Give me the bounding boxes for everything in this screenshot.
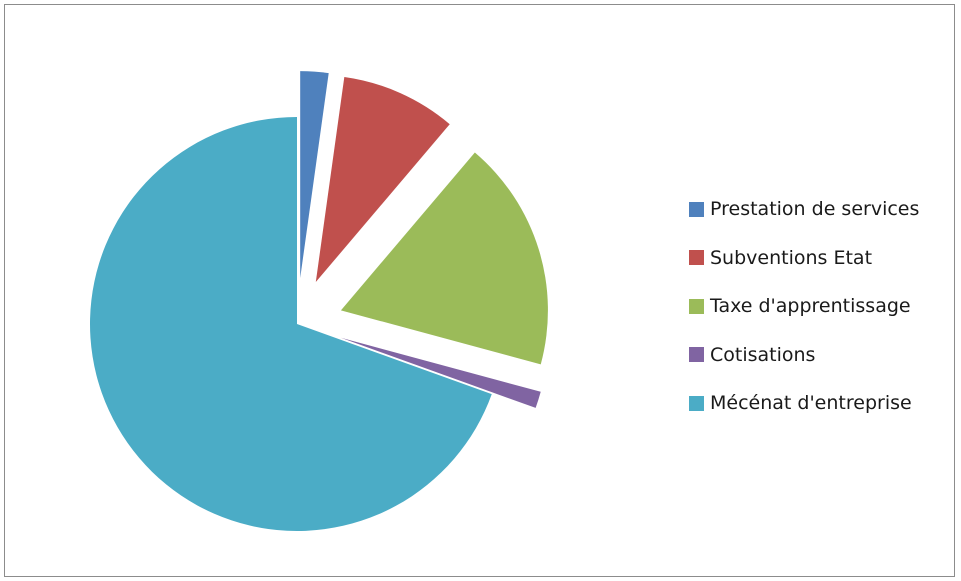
legend: Prestation de services Subventions Etat … — [689, 185, 919, 428]
legend-swatch-taxe-d-apprentissage — [689, 298, 704, 314]
pie-chart — [89, 71, 548, 531]
pie-slice-mecenat-d-entreprise — [89, 117, 492, 531]
legend-swatch-cotisations — [689, 347, 704, 363]
legend-swatch-subventions-etat — [689, 250, 704, 266]
legend-swatch-prestation-de-services — [689, 201, 704, 217]
pie-slice-prestation-de-services — [300, 71, 329, 279]
legend-item-prestation-de-services: Prestation de services — [689, 185, 919, 234]
legend-item-taxe-d-apprentissage: Taxe d'apprentissage — [689, 282, 919, 331]
legend-item-subventions-etat: Subventions Etat — [689, 234, 919, 283]
legend-item-mecenat-d-entreprise: Mécénat d'entreprise — [689, 379, 919, 428]
legend-label-taxe-d-apprentissage: Taxe d'apprentissage — [710, 295, 911, 318]
legend-label-prestation-de-services: Prestation de services — [710, 198, 920, 221]
pie-slice-subventions-etat — [315, 76, 450, 283]
pie-slice-taxe-d-apprentissage — [340, 152, 548, 365]
pie-slice-cotisations — [340, 337, 541, 408]
legend-item-cotisations: Cotisations — [689, 331, 919, 380]
chart-frame: Prestation de services Subventions Etat … — [4, 4, 955, 577]
legend-label-mecenat-d-entreprise: Mécénat d'entreprise — [710, 392, 912, 415]
legend-label-subventions-etat: Subventions Etat — [710, 246, 873, 269]
legend-swatch-mecenat-d-entreprise — [689, 395, 704, 411]
legend-label-cotisations: Cotisations — [710, 343, 816, 366]
